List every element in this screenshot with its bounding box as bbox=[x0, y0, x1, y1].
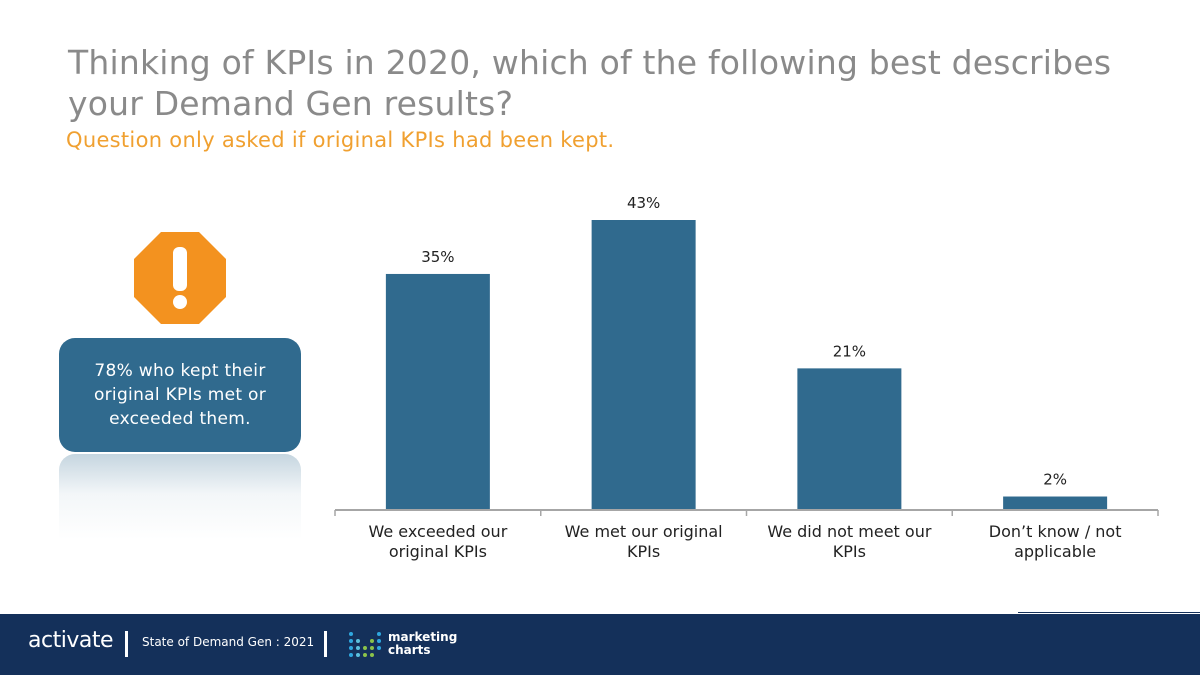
bar-2 bbox=[591, 220, 696, 510]
marketing-charts-logo-icon bbox=[349, 632, 381, 657]
category-label-3-line-1: We did not meet our bbox=[767, 522, 932, 541]
marketing-charts-logo-text: marketing charts bbox=[388, 631, 457, 657]
category-label-1-line-1: We exceeded our bbox=[368, 522, 507, 541]
bar-1 bbox=[385, 273, 490, 510]
category-label-1-line-2: original KPIs bbox=[389, 542, 487, 561]
data-label-2: 43% bbox=[627, 194, 660, 212]
category-label-2-line-2: KPIs bbox=[627, 542, 660, 561]
callout-reflection bbox=[59, 454, 301, 568]
footer-separator bbox=[324, 631, 327, 657]
callout-text: 78% who kept their original KPIs met or … bbox=[93, 361, 267, 429]
page-title: Thinking of KPIs in 2020, which of the f… bbox=[68, 43, 1112, 123]
partner-line-1: marketing bbox=[388, 630, 458, 644]
report-name: State of Demand Gen : 2021 bbox=[142, 635, 315, 649]
category-label-4-line-2: applicable bbox=[1014, 542, 1096, 561]
footer-bar bbox=[0, 614, 1200, 675]
partner-line-2: charts bbox=[388, 643, 431, 657]
bar-3 bbox=[797, 368, 902, 510]
data-label-3: 21% bbox=[833, 342, 866, 360]
footer-accent-line bbox=[1018, 612, 1200, 613]
footer-separator bbox=[125, 631, 128, 657]
category-label-2-line-1: We met our original bbox=[565, 522, 723, 541]
warning-exclamation-bar bbox=[173, 247, 187, 291]
page-subtitle: Question only asked if original KPIs had… bbox=[66, 128, 615, 152]
data-label-1: 35% bbox=[421, 248, 454, 266]
callout-box: 78% who kept their original KPIs met or … bbox=[59, 338, 301, 452]
warning-octagon-icon bbox=[134, 232, 226, 324]
category-label-4-line-1: Don’t know / not bbox=[989, 522, 1122, 541]
activate-logo: activate bbox=[28, 628, 113, 653]
data-label-4: 2% bbox=[1043, 471, 1067, 489]
bar-4 bbox=[1003, 496, 1108, 510]
warning-exclamation-dot bbox=[173, 295, 187, 309]
category-label-3-line-2: KPIs bbox=[833, 542, 866, 561]
